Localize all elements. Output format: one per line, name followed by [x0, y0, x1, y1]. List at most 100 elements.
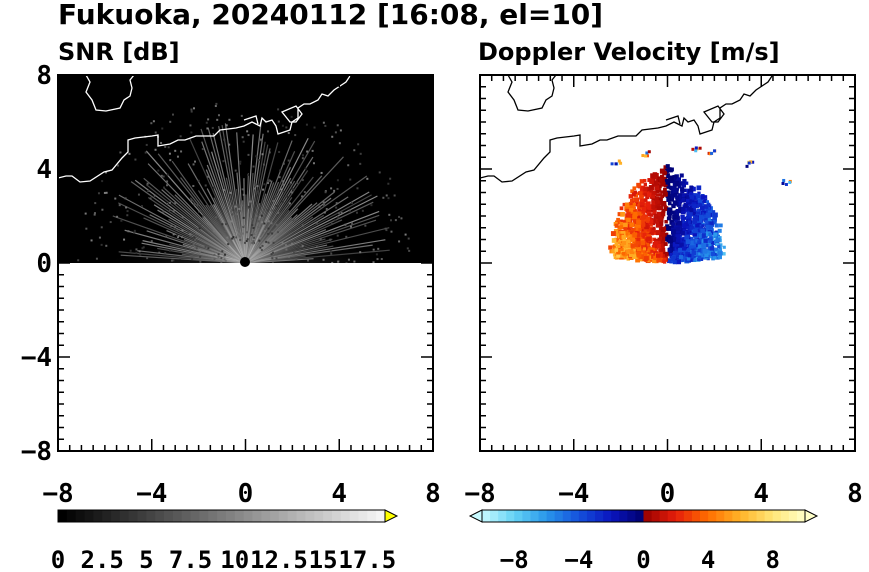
doppler-echo-cell — [655, 221, 659, 225]
doppler-echo-cell — [670, 211, 675, 215]
x-tick-label: −8 — [42, 479, 73, 509]
snr-noise-speckle — [393, 194, 396, 197]
doppler-echo-cell — [617, 244, 621, 249]
doppler-echo-cell — [642, 206, 647, 212]
doppler-echo-cell — [649, 258, 653, 262]
snr-noise-speckle — [84, 212, 87, 215]
doppler-echo-cell — [641, 244, 646, 249]
doppler-echo-cell — [652, 180, 658, 186]
doppler-echo-cell — [659, 234, 664, 240]
doppler-echo-cell — [784, 182, 788, 186]
doppler-echo-cell — [659, 222, 664, 226]
snr-noise-speckle — [277, 120, 280, 123]
doppler-echo-cell — [617, 212, 622, 217]
doppler-echo-cell — [622, 202, 626, 207]
doppler-echo-cell — [671, 229, 676, 234]
doppler-echo-cell — [674, 183, 678, 187]
doppler-echo-cell — [675, 244, 680, 249]
doppler-colorbar-swatch — [700, 510, 709, 522]
doppler-echo-cell — [669, 194, 675, 199]
doppler-echo-cell — [660, 181, 666, 187]
snr-colorbar-swatch — [234, 510, 245, 522]
snr-noise-speckle — [217, 114, 220, 117]
doppler-echo-cell — [658, 197, 663, 202]
doppler-echo-cell — [616, 253, 621, 258]
doppler-echo-cell — [627, 236, 632, 241]
doppler-echo-cell — [645, 216, 651, 222]
snr-noise-speckle — [193, 160, 196, 163]
doppler-echo-cell — [704, 220, 709, 224]
x-tick-label: 0 — [238, 479, 254, 509]
doppler-echo-cell — [650, 173, 655, 179]
doppler-echo-cell — [745, 164, 749, 168]
snr-colorbar: 0 2.5 5 7.5 10 12.5 15 17.5 — [51, 509, 399, 572]
doppler-echo-cell — [636, 247, 642, 252]
doppler-echo-cell — [621, 234, 626, 240]
doppler-echo-cell — [666, 173, 670, 177]
doppler-colorbar-swatch — [756, 510, 766, 522]
snr-colorbar-swatch — [323, 510, 333, 522]
doppler-echo-cell — [681, 246, 686, 251]
doppler-echo-cell — [697, 191, 701, 195]
doppler-echo-cell — [659, 243, 664, 248]
doppler-echo-cell — [696, 208, 700, 212]
doppler-echo-cell — [689, 226, 694, 231]
x-tick-label: 0 — [660, 479, 676, 509]
snr-noise-speckle — [390, 230, 393, 233]
doppler-echo-cell — [663, 170, 667, 174]
doppler-echo-cell — [651, 200, 656, 205]
doppler-echo-cell — [628, 207, 634, 213]
doppler-echo-cell — [685, 226, 690, 230]
doppler-echo-cell — [708, 232, 713, 237]
y-tick-label: −4 — [21, 343, 52, 373]
doppler-echo-cell — [667, 238, 673, 244]
snr-noise-speckle — [404, 233, 407, 236]
doppler-echo-cell — [713, 232, 718, 237]
doppler-echo-cell — [695, 239, 699, 243]
snr-noise-speckle — [400, 217, 403, 220]
doppler-echo-cell — [648, 185, 654, 190]
doppler-echo-cell — [685, 251, 691, 257]
doppler-echo-cell — [677, 209, 682, 214]
doppler-echo-cell — [614, 242, 619, 246]
doppler-colorbar-swatch — [562, 510, 572, 522]
doppler-echo-cell — [663, 242, 668, 246]
doppler-echo-cell — [636, 182, 642, 188]
snr-noise-speckle — [324, 124, 327, 127]
doppler-echo-cell — [684, 222, 689, 228]
doppler-echo-cell — [667, 258, 672, 264]
doppler-echo-cell — [654, 238, 658, 243]
doppler-echo-cell — [660, 194, 665, 199]
doppler-echo-cell — [692, 210, 698, 216]
doppler-echo-cell — [636, 215, 641, 219]
doppler-echo-cell — [674, 219, 678, 223]
doppler-echo-cell — [645, 242, 649, 247]
doppler-echo-cell — [641, 222, 646, 227]
doppler-echo-cell — [667, 213, 672, 219]
doppler-colorbar-swatch — [522, 510, 531, 522]
y-tick-label: 8 — [36, 61, 52, 91]
doppler-echo-cell — [688, 238, 694, 243]
doppler-echo-cell — [718, 255, 722, 260]
doppler-echo-cell — [690, 254, 695, 259]
doppler-echo-cell — [694, 216, 699, 220]
doppler-echo-cell — [644, 154, 648, 158]
snr-colorbar-swatch — [181, 510, 192, 522]
snr-colorbar-tick-label: 5 — [139, 546, 153, 572]
doppler-echo-cell — [675, 187, 679, 191]
doppler-echo-cell — [655, 200, 659, 205]
doppler-echo-cell — [665, 236, 670, 242]
doppler-echo-cell — [640, 227, 645, 232]
doppler-echo-cell — [705, 224, 711, 230]
snr-noise-speckle — [189, 124, 192, 127]
doppler-echo-cell — [643, 252, 647, 257]
doppler-echo-cell — [665, 180, 671, 185]
doppler-echo-cell — [689, 198, 695, 204]
snr-coastline — [58, 75, 351, 183]
doppler-echo-cell — [634, 243, 639, 248]
snr-colorbar-tick-label: 15 — [309, 546, 338, 572]
snr-echo-glow — [95, 158, 395, 263]
doppler-echo-cell — [672, 246, 677, 252]
doppler-echo-cell — [702, 248, 708, 254]
doppler-colorbar-swatch — [788, 510, 798, 522]
